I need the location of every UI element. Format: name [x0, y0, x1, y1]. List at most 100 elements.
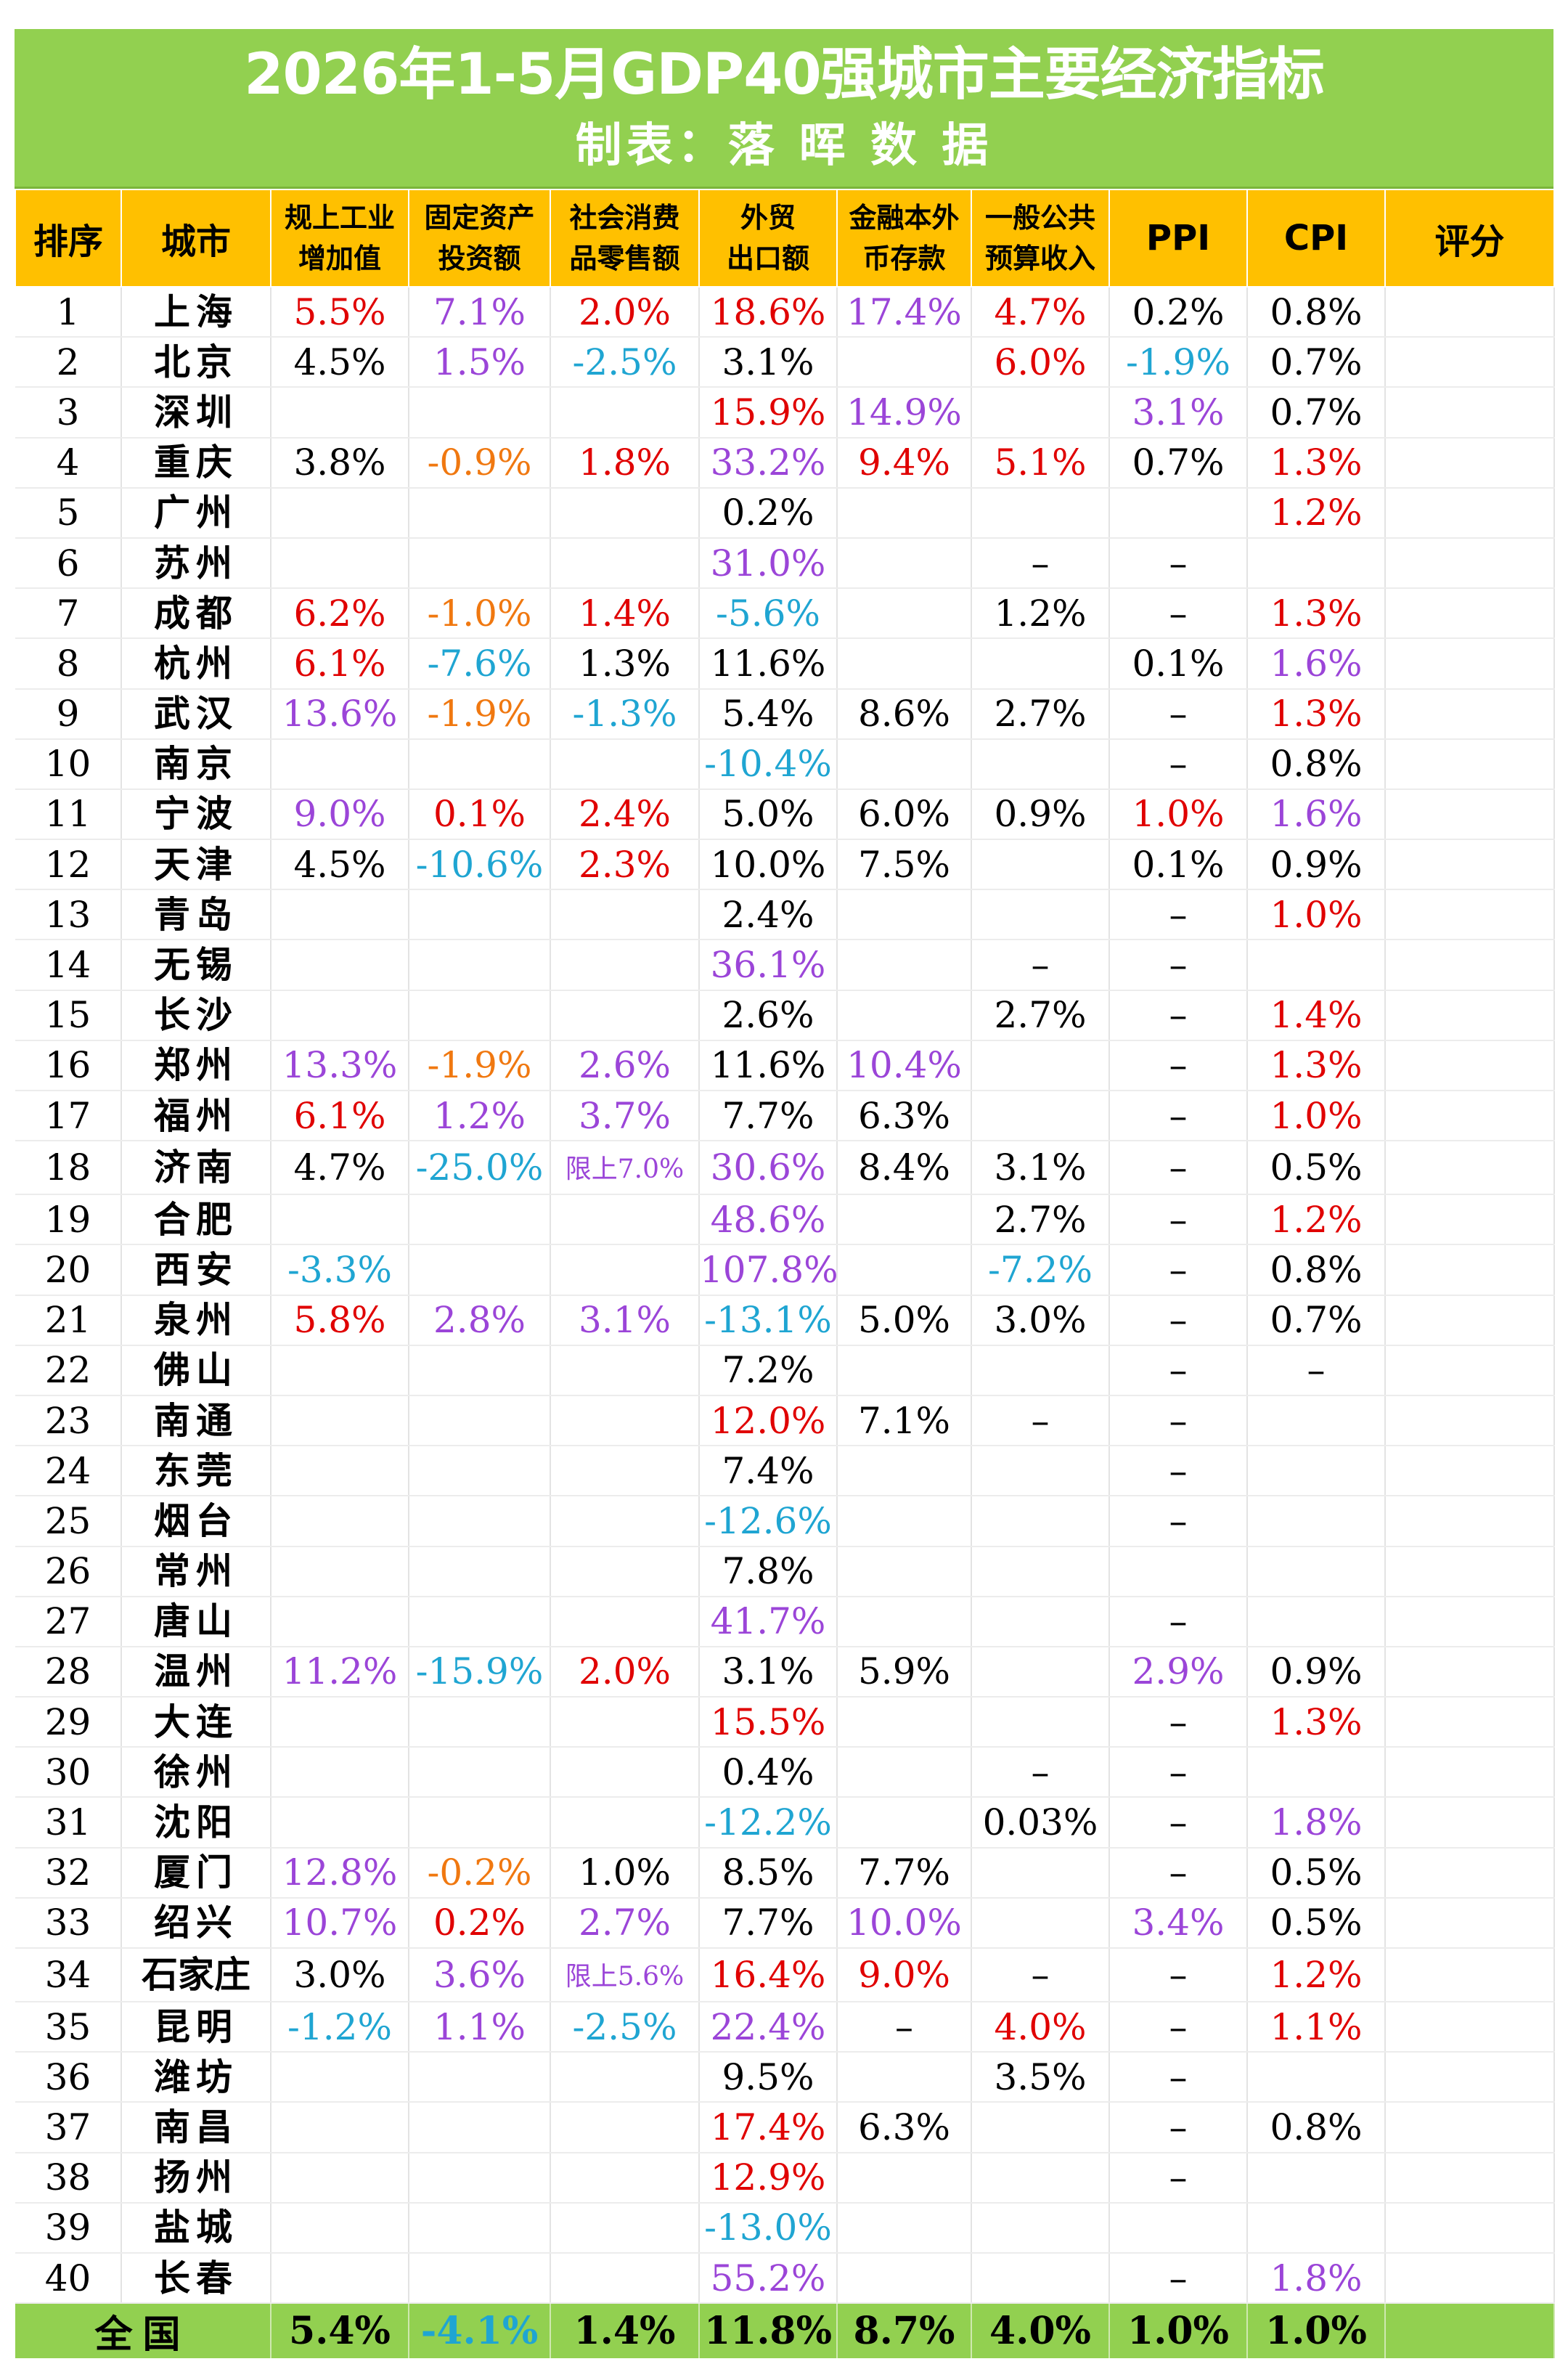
retail-cell: [550, 1697, 700, 1748]
export-cell: 5.4%: [699, 688, 838, 740]
export-cell: 3.1%: [699, 1646, 838, 1698]
retail-cell: [550, 738, 700, 790]
export-cell: 9.5%: [699, 2052, 838, 2103]
national-retail: 1.4%: [550, 2303, 700, 2359]
rank-cell: 37: [15, 2102, 122, 2153]
retail-cell: [550, 2102, 700, 2153]
export-cell: 11.6%: [699, 1040, 838, 1092]
table-row: 5 广州 0.2% 1.2%: [15, 487, 1555, 539]
retail-cell: 2.7%: [550, 1897, 700, 1949]
industrial-cell: -1.2%: [271, 2002, 409, 2053]
industrial-cell: 3.0%: [271, 1948, 409, 2002]
ppi-cell: 2.9%: [1109, 1646, 1248, 1698]
score-cell: [1385, 1897, 1555, 1949]
revenue-cell: 3.5%: [971, 2052, 1110, 2103]
city-cell: 厦门: [121, 1847, 271, 1899]
export-cell: 15.9%: [699, 387, 838, 439]
export-cell: 55.2%: [699, 2252, 838, 2304]
rank-cell: 35: [15, 2002, 122, 2053]
retail-cell: 3.1%: [550, 1295, 700, 1346]
city-cell: 南京: [121, 738, 271, 790]
revenue-cell: [971, 1697, 1110, 1748]
deposit-cell: [837, 889, 972, 941]
industrial-cell: 6.1%: [271, 638, 409, 690]
retail-cell: [550, 1345, 700, 1396]
score-cell: [1385, 487, 1555, 539]
deposit-cell: [837, 1345, 972, 1396]
ppi-cell: [1109, 2202, 1248, 2254]
city-cell: 郑州: [121, 1040, 271, 1092]
export-cell: 36.1%: [699, 940, 838, 991]
investment-cell: 1.5%: [409, 337, 551, 388]
cpi-cell: 1.3%: [1247, 588, 1386, 640]
cpi-cell: 1.2%: [1247, 1194, 1386, 1246]
retail-cell: [550, 1596, 700, 1647]
score-cell: [1385, 2052, 1555, 2103]
ppi-cell: –: [1109, 1141, 1248, 1196]
industrial-cell: [271, 738, 409, 790]
score-cell: [1385, 1395, 1555, 1447]
city-cell: 佛山: [121, 1345, 271, 1396]
revenue-cell: 0.03%: [971, 1797, 1110, 1849]
ppi-cell: –: [1109, 1747, 1248, 1798]
retail-cell: -1.3%: [550, 688, 700, 740]
revenue-cell: [971, 738, 1110, 790]
table-row: 31 沈阳 -12.2% 0.03% –1.8%: [15, 1797, 1555, 1849]
investment-cell: [409, 1345, 551, 1396]
industrial-cell: 4.5%: [271, 337, 409, 388]
industrial-cell: 10.7%: [271, 1897, 409, 1949]
industrial-cell: [271, 990, 409, 1041]
city-cell: 苏州: [121, 537, 271, 590]
ppi-cell: [1109, 1546, 1248, 1597]
revenue-cell: 3.0%: [971, 1295, 1110, 1346]
score-cell: [1385, 2202, 1555, 2254]
industrial-cell: 13.6%: [271, 688, 409, 740]
ppi-cell: 0.2%: [1109, 287, 1248, 338]
table-row: 14 无锡 36.1% – –: [15, 940, 1555, 991]
city-cell: 石家庄: [121, 1948, 271, 2002]
retail-cell: 限上5.6%: [550, 1948, 700, 2002]
header-city: 城市: [121, 189, 271, 288]
investment-cell: -7.6%: [409, 638, 551, 690]
ppi-cell: –: [1109, 1797, 1248, 1849]
investment-cell: -0.9%: [409, 437, 551, 489]
revenue-cell: [971, 1345, 1110, 1396]
export-cell: 12.9%: [699, 2152, 838, 2204]
ppi-cell: –: [1109, 1040, 1248, 1092]
score-cell: [1385, 437, 1555, 489]
header-retail: 社会消费 品零售额: [550, 189, 700, 288]
revenue-cell: [971, 1646, 1110, 1698]
revenue-cell: 4.0%: [971, 2002, 1110, 2053]
industrial-cell: [271, 940, 409, 991]
city-cell: 南通: [121, 1395, 271, 1447]
investment-cell: [409, 487, 551, 539]
score-cell: [1385, 1091, 1555, 1142]
investment-cell: [409, 2102, 551, 2153]
revenue-cell: -7.2%: [971, 1244, 1110, 1296]
city-cell: 武汉: [121, 688, 271, 740]
city-cell: 常州: [121, 1546, 271, 1597]
deposit-cell: [837, 1747, 972, 1798]
table-row: 6 苏州 31.0% – –: [15, 537, 1555, 590]
deposit-cell: 8.4%: [837, 1141, 972, 1196]
header-investment: 固定资产 投资额: [408, 189, 551, 288]
cpi-cell: 0.7%: [1247, 387, 1386, 439]
investment-cell: [409, 387, 551, 439]
score-cell: [1385, 1295, 1555, 1346]
export-cell: 0.2%: [699, 487, 838, 539]
ppi-cell: –: [1109, 1697, 1248, 1748]
score-cell: [1385, 2102, 1555, 2153]
header-score: 评分: [1384, 189, 1555, 288]
rank-cell: 14: [15, 940, 122, 991]
revenue-cell: [971, 1091, 1110, 1142]
table-row: 40 长春 55.2% –1.8%: [15, 2252, 1555, 2304]
export-cell: 107.8%: [699, 1244, 838, 1296]
table-row: 15 长沙 2.6% 2.7% –1.4%: [15, 990, 1555, 1041]
rank-cell: 20: [15, 1244, 122, 1296]
revenue-cell: [971, 2152, 1110, 2204]
city-cell: 东莞: [121, 1446, 271, 1497]
rank-cell: 25: [15, 1496, 122, 1547]
retail-cell: 2.0%: [550, 1646, 700, 1698]
ppi-cell: –: [1109, 738, 1248, 790]
revenue-cell: [971, 2252, 1110, 2304]
